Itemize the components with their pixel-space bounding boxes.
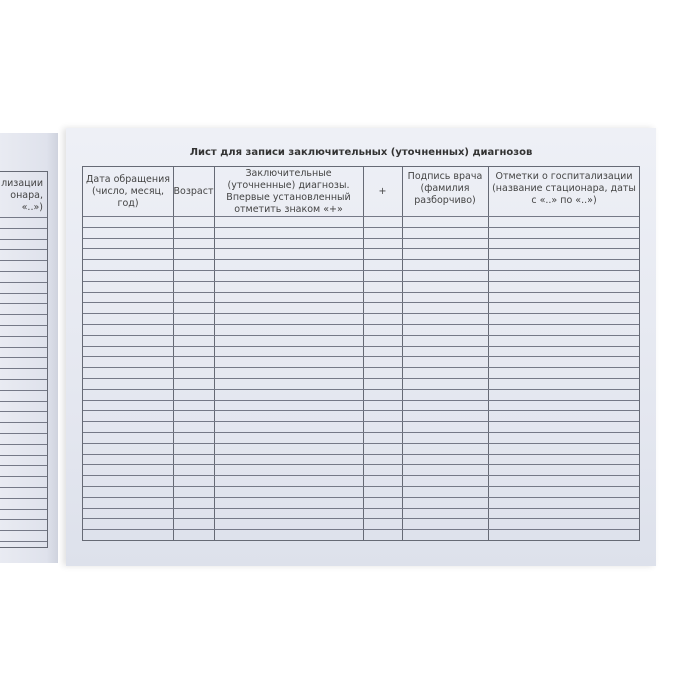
row-divider: [83, 496, 639, 498]
row-divider: [83, 248, 639, 250]
row-divider: [0, 227, 47, 229]
row-divider: [83, 529, 639, 531]
row-divider: [83, 388, 639, 390]
row-divider: [83, 442, 639, 444]
row-divider: [83, 410, 639, 412]
row-divider: [83, 507, 639, 509]
row-divider: [0, 368, 47, 370]
row-divider: [83, 518, 639, 520]
header-line: лизации: [1, 178, 43, 189]
right-page: Лист для записи заключительных (уточненн…: [66, 128, 656, 566]
row-divider: [83, 399, 639, 401]
row-divider: [83, 280, 639, 282]
header-date: Дата обращения (число, месяц, год): [85, 173, 171, 209]
row-divider: [0, 325, 47, 326]
row-divider: [0, 260, 47, 262]
header-line: «..»): [21, 202, 43, 213]
header-hospitalization: Отметки о госпитализации (название стаци…: [492, 171, 636, 206]
row-divider: [0, 411, 47, 413]
row-divider: [83, 216, 639, 217]
row-divider: [83, 324, 639, 325]
header-age: Возраст: [173, 185, 214, 197]
left-table: лизации онара, «..»): [0, 171, 48, 548]
row-divider: [0, 454, 47, 456]
row-divider: [83, 237, 639, 239]
diagnosis-table: Дата обращения (число, месяц, год) Возра…: [82, 166, 640, 541]
row-divider: [0, 314, 47, 316]
row-divider: [0, 249, 47, 251]
header-line: онара,: [10, 190, 43, 201]
row-divider: [0, 379, 47, 380]
header-plus: +: [378, 185, 387, 197]
row-divider: [0, 217, 47, 218]
row-divider: [0, 443, 47, 445]
row-divider: [0, 303, 47, 305]
row-divider: [0, 519, 47, 521]
left-page: лизации онара, «..»): [0, 133, 58, 563]
row-divider: [0, 271, 47, 272]
row-divider: [0, 433, 47, 434]
row-divider: [0, 400, 47, 402]
row-divider: [83, 356, 639, 358]
row-divider: [83, 345, 639, 347]
row-divider: [83, 475, 639, 477]
row-divider: [0, 335, 47, 337]
row-divider: [83, 421, 639, 423]
column-divider: [363, 167, 364, 540]
row-divider: [83, 367, 639, 369]
header-diagnosis: Заключительные (уточненные) диагнозы. Вп…: [226, 167, 351, 215]
row-divider: [83, 432, 639, 433]
row-divider: [0, 422, 47, 424]
row-divider: [0, 292, 47, 294]
row-divider: [83, 486, 639, 487]
column-divider: [402, 167, 403, 540]
row-divider: [83, 334, 639, 336]
row-divider: [0, 541, 47, 542]
left-table-header: лизации онара, «..»): [1, 178, 43, 214]
column-divider: [488, 167, 489, 540]
row-divider: [0, 281, 47, 283]
row-divider: [0, 497, 47, 499]
row-divider: [0, 487, 47, 488]
row-divider: [0, 530, 47, 532]
row-divider: [0, 508, 47, 510]
row-divider: [0, 389, 47, 391]
column-divider: [173, 167, 174, 540]
row-divider: [0, 238, 47, 240]
row-divider: [83, 378, 639, 379]
row-divider: [83, 226, 639, 228]
page-title: Лист для записи заключительных (уточненн…: [189, 147, 533, 158]
row-divider: [83, 302, 639, 304]
row-divider: [0, 357, 47, 359]
row-divider: [83, 464, 639, 466]
row-divider: [83, 259, 639, 261]
row-divider: [0, 346, 47, 348]
column-divider: [214, 167, 215, 540]
row-divider: [83, 453, 639, 455]
row-divider: [83, 313, 639, 315]
row-divider: [83, 270, 639, 271]
row-divider: [0, 465, 47, 467]
row-divider: [83, 291, 639, 293]
header-doctor-signature: Подпись врача (фамилия разборчиво): [407, 171, 483, 206]
row-divider: [0, 476, 47, 478]
